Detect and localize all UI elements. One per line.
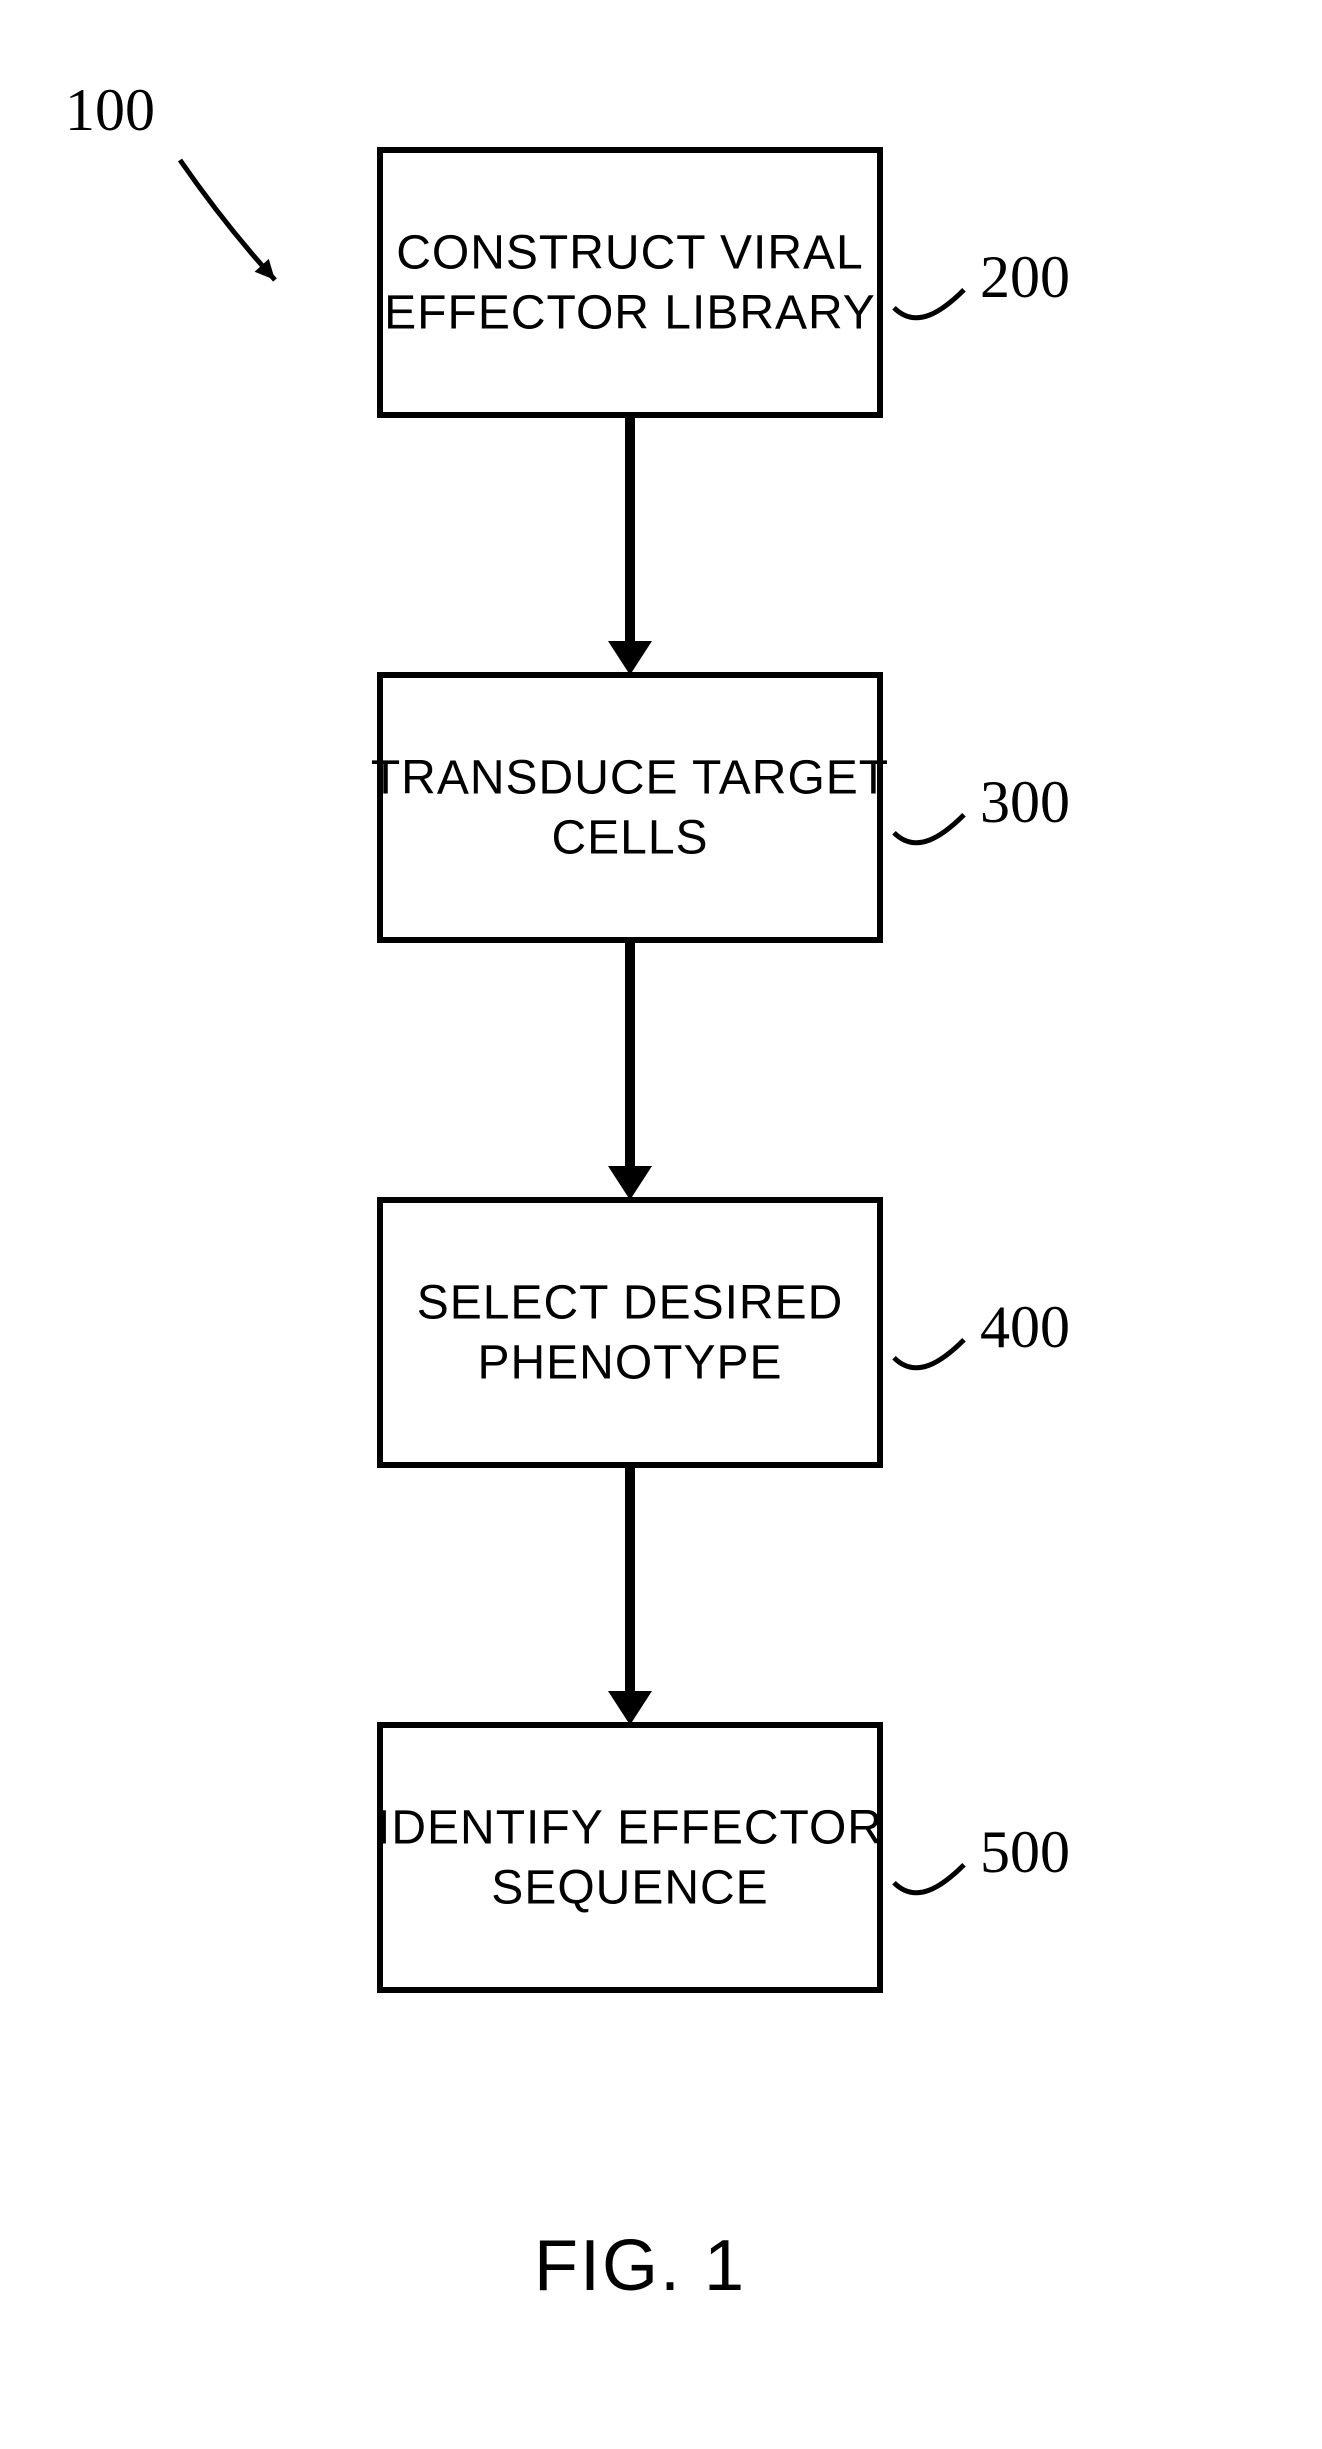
ref-number-200: 200 <box>980 244 1070 310</box>
flow-node-label-300-line2: CELLS <box>551 811 708 864</box>
flow-node-label-400-line1: SELECT DESIRED <box>417 1276 844 1329</box>
flow-node-400 <box>380 1200 880 1465</box>
flow-node-label-200-line2: EFFECTOR LIBRARY <box>384 286 876 339</box>
flow-node-200 <box>380 150 880 415</box>
ref-number-300: 300 <box>980 769 1070 835</box>
ref-number-500: 500 <box>980 1819 1070 1885</box>
figure-caption: FIG. 1 <box>534 2226 746 2306</box>
flow-node-500 <box>380 1725 880 1990</box>
flow-node-label-300-line1: TRANSDUCE TARGET <box>371 751 889 804</box>
flow-node-300 <box>380 675 880 940</box>
flow-node-label-400-line2: PHENOTYPE <box>477 1336 782 1389</box>
flow-node-label-500-line2: SEQUENCE <box>491 1861 768 1914</box>
flow-node-label-500-line1: IDENTIFY EFFECTOR <box>377 1801 883 1854</box>
diagram-ref-100: 100 <box>65 77 155 143</box>
ref-number-400: 400 <box>980 1294 1070 1360</box>
flow-node-label-200-line1: CONSTRUCT VIRAL <box>396 226 864 279</box>
